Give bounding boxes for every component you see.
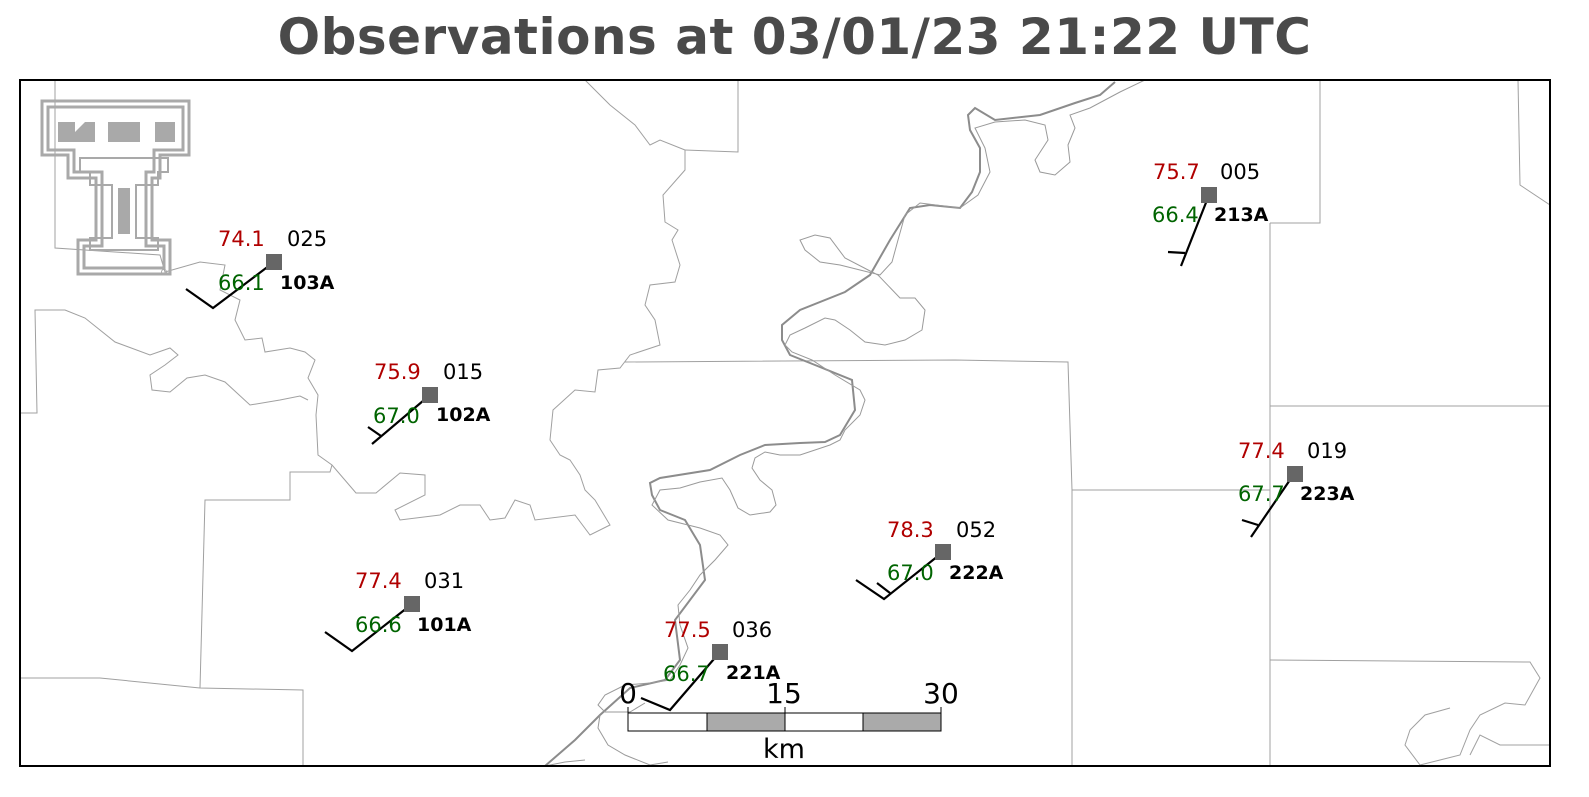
wind-barb-223A (1241, 473, 1295, 538)
station-marker (1287, 466, 1303, 482)
station-dewpoint: 66.7 (663, 662, 710, 686)
station-dewpoint: 67.7 (1238, 482, 1285, 506)
station-102A[interactable]: 75.9 015 67.0 102A (373, 360, 491, 428)
station-temp: 75.9 (374, 360, 421, 384)
station-temp: 77.4 (355, 569, 402, 593)
station-marker (422, 387, 438, 403)
station-id: 221A (726, 662, 781, 684)
station-id: 102A (436, 404, 491, 426)
map-background (20, 80, 1550, 766)
station-marker (1201, 187, 1217, 203)
station-temp: 78.3 (887, 518, 934, 542)
station-id: 103A (280, 272, 335, 294)
station-id: 101A (417, 614, 472, 636)
station-103A[interactable]: 74.1 025 66.1 103A (218, 227, 335, 295)
station-marker (404, 596, 420, 612)
station-dewpoint: 66.1 (218, 271, 265, 295)
scale-label-0: 0 (619, 677, 637, 710)
wind-barb-221A (640, 651, 721, 712)
wind-barb-213A (1167, 194, 1211, 267)
map-title: Observations at 03/01/23 21:22 UTC (277, 8, 1312, 66)
map-frame (19, 79, 1551, 767)
scale-unit: km (763, 734, 805, 765)
station-pressure: 019 (1307, 439, 1347, 463)
station-marker (712, 644, 728, 660)
station-101A[interactable]: 77.4 031 66.6 101A (355, 569, 472, 637)
station-213A[interactable]: 75.7 005 66.4 213A (1152, 160, 1269, 227)
station-222A[interactable]: 78.3 052 67.0 222A (887, 518, 1004, 585)
station-id: 223A (1300, 483, 1355, 505)
river-banks (544, 80, 1146, 766)
river (544, 81, 1116, 766)
station-marker (266, 254, 282, 270)
wind-barb-222A (855, 551, 944, 601)
station-pressure: 005 (1220, 160, 1260, 184)
scale-label-30: 30 (923, 677, 959, 710)
wind-barb-103A (185, 261, 275, 310)
wind-barb-101A (324, 603, 413, 653)
scale-bar: 0 15 30 km (619, 677, 959, 765)
station-pressure: 025 (287, 227, 327, 251)
station-221A[interactable]: 77.5 036 66.7 221A (663, 618, 781, 686)
station-dewpoint: 67.0 (887, 561, 934, 585)
station-pressure: 036 (732, 618, 772, 642)
station-dewpoint: 67.0 (373, 404, 420, 428)
station-dewpoint: 66.4 (1152, 203, 1199, 227)
station-pressure: 031 (424, 569, 464, 593)
station-temp: 74.1 (218, 227, 265, 251)
station-marker (935, 544, 951, 560)
station-temp: 77.5 (664, 618, 711, 642)
station-id: 222A (949, 562, 1004, 584)
station-dewpoint: 66.6 (355, 613, 402, 637)
scale-label-15: 15 (766, 677, 802, 710)
station-id: 213A (1214, 204, 1269, 226)
station-temp: 75.7 (1153, 160, 1200, 184)
station-temp: 77.4 (1238, 439, 1285, 463)
wind-barb-102A (367, 394, 431, 445)
station-pressure: 052 (956, 518, 996, 542)
county-boundaries (20, 80, 1550, 766)
station-223A[interactable]: 77.4 019 67.7 223A (1238, 439, 1355, 506)
wind-barbs (185, 194, 1295, 712)
station-pressure: 015 (443, 360, 483, 384)
texas-tech-double-t-logo (40, 99, 191, 276)
